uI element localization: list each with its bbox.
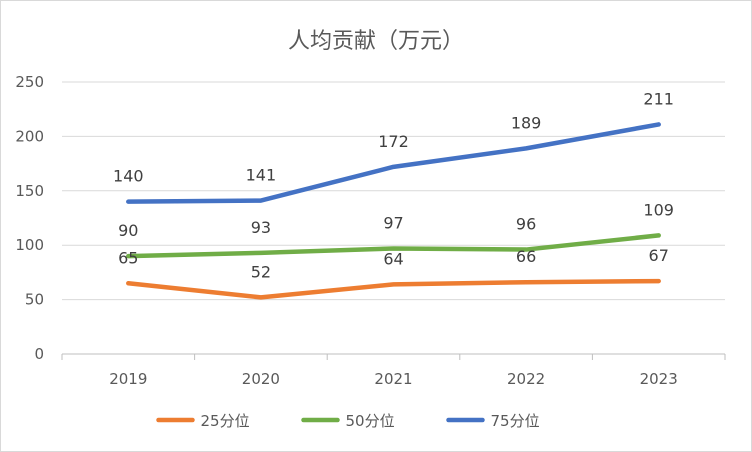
legend-label: 75分位 [491, 412, 540, 430]
legend: 25分位 50分位 75分位 [156, 412, 540, 430]
data-label: 67 [649, 246, 669, 265]
data-label: 96 [516, 215, 536, 234]
y-tick-label: 50 [25, 291, 44, 309]
data-labels: 65 52 64 66 67 90 93 97 96 109 140 141 172 189 211 [113, 89, 674, 281]
data-label: 66 [516, 247, 536, 266]
data-label: 109 [643, 200, 674, 219]
x-tick-label: 2019 [109, 370, 147, 388]
data-label: 211 [643, 89, 674, 108]
y-tick-label: 200 [15, 127, 44, 145]
data-label: 140 [113, 167, 144, 186]
gridlines [61, 81, 726, 360]
data-label: 64 [383, 249, 403, 268]
data-label: 90 [118, 221, 138, 240]
series-line [126, 233, 661, 259]
y-axis-tick-labels: 0 50 100 150 200 250 [15, 73, 44, 363]
data-label: 189 [511, 113, 542, 132]
data-label: 172 [378, 132, 409, 151]
x-tick-label: 2023 [640, 370, 678, 388]
data-label: 97 [383, 213, 403, 232]
y-tick-label: 100 [15, 236, 44, 254]
series-line [126, 122, 661, 204]
chart-title: 人均贡献（万元） [288, 29, 464, 54]
x-tick-label: 2021 [374, 370, 412, 388]
series-lines [126, 122, 661, 300]
y-tick-label: 250 [15, 73, 44, 91]
x-axis-tick-labels: 2019 2020 2021 2022 2023 [109, 370, 678, 388]
legend-label: 25分位 [201, 412, 250, 430]
x-tick-label: 2022 [507, 370, 545, 388]
x-tick-label: 2020 [242, 370, 280, 388]
data-label: 52 [251, 262, 271, 281]
y-tick-label: 0 [34, 345, 44, 363]
legend-label: 50分位 [346, 412, 395, 430]
data-label: 65 [118, 248, 138, 267]
data-label: 141 [246, 166, 277, 185]
series-line [126, 278, 661, 300]
data-label: 93 [251, 218, 271, 237]
y-tick-label: 150 [15, 182, 44, 200]
